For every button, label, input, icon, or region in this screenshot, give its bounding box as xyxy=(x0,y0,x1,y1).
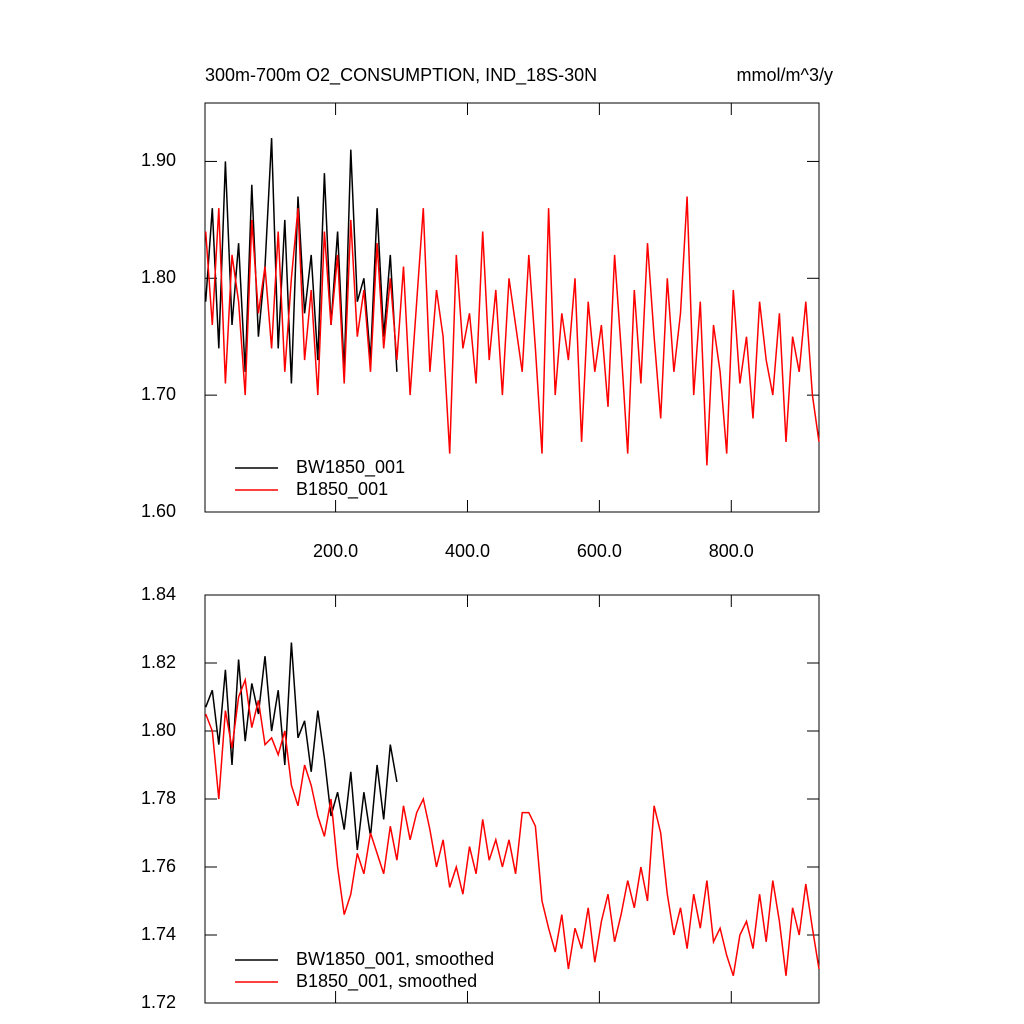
y-tick-label: 1.72 xyxy=(141,992,176,1012)
y-tick-label: 1.80 xyxy=(141,267,176,287)
data-line xyxy=(204,196,820,466)
plot-frame xyxy=(204,594,820,1004)
data-line xyxy=(205,642,398,851)
legend-label: B1850_001, smoothed xyxy=(296,971,477,992)
y-tick-label: 1.78 xyxy=(141,788,176,808)
y-tick-label: 1.82 xyxy=(141,652,176,672)
y-tick-label: 1.90 xyxy=(141,150,176,170)
x-tick-label: 600.0 xyxy=(577,541,622,561)
y-tick-label: 1.80 xyxy=(141,720,176,740)
data-line xyxy=(205,677,820,977)
units-label: mmol/m^3/y xyxy=(737,65,833,85)
plot-frame xyxy=(204,102,820,513)
legend-label: B1850_001 xyxy=(296,479,388,500)
chart-title: 300m-700m O2_CONSUMPTION, IND_18S-30N xyxy=(205,65,597,86)
x-tick-label: 200.0 xyxy=(313,541,358,561)
y-tick-label: 1.76 xyxy=(141,856,176,876)
y-tick-label: 1.84 xyxy=(141,584,176,604)
y-tick-label: 1.60 xyxy=(141,501,176,521)
y-tick-label: 1.70 xyxy=(141,384,176,404)
y-tick-label: 1.74 xyxy=(141,924,176,944)
legend-label: BW1850_001 xyxy=(296,457,405,478)
data-line xyxy=(204,138,398,384)
x-tick-label: 800.0 xyxy=(709,541,754,561)
legend-label: BW1850_001, smoothed xyxy=(296,949,494,970)
x-tick-label: 400.0 xyxy=(445,541,490,561)
